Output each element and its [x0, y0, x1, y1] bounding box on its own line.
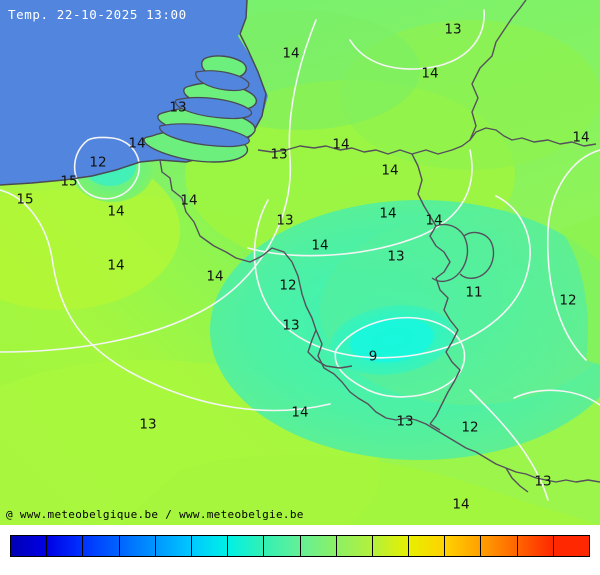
temperature-label: 15 [16, 191, 34, 208]
temperature-colorbar[interactable] [10, 535, 590, 557]
temperature-label: 14 [206, 268, 224, 285]
temperature-label: 14 [452, 496, 470, 513]
map-title: Temp. 22-10-2025 13:00 [8, 7, 187, 22]
temperature-label: 14 [107, 203, 125, 220]
temperature-label: 14 [425, 212, 443, 229]
colorbar-segment [481, 536, 518, 556]
temperature-label: 13 [139, 416, 157, 433]
map-graphic [0, 0, 600, 525]
temperature-label: 15 [60, 173, 78, 190]
colorbar-segment [553, 536, 589, 556]
temperature-label: 14 [332, 136, 350, 153]
temperature-label: 14 [107, 257, 125, 274]
temperature-label: 12 [279, 277, 297, 294]
delta-waterways [159, 70, 253, 148]
temperature-label: 12 [559, 292, 577, 309]
temperature-label: 14 [291, 404, 309, 421]
temperature-label: 13 [396, 413, 414, 430]
temperature-label: 13 [534, 473, 552, 490]
temperature-label: 14 [572, 129, 590, 146]
temperature-label: 13 [282, 317, 300, 334]
colorbar-segment [445, 536, 482, 556]
temperature-label: 13 [276, 212, 294, 229]
colorbar-segment [228, 536, 265, 556]
temperature-label: 14 [282, 45, 300, 62]
temperature-label: 14 [381, 162, 399, 179]
temperature-label: 14 [128, 135, 146, 152]
colorbar-segment [336, 536, 373, 556]
colorbar-segment [191, 536, 229, 556]
temperature-label: 13 [270, 146, 288, 163]
colorbar-segment [11, 536, 48, 556]
temperature-label: 13 [444, 21, 462, 38]
temperature-label: 14 [421, 65, 439, 82]
colorbar-segment [300, 536, 337, 556]
temperature-label: 11 [465, 284, 483, 301]
colorbar-segment [47, 536, 84, 556]
temperature-label: 13 [387, 248, 405, 265]
credit-text: @ www.meteobelgique.be / www.meteobelgie… [6, 508, 304, 521]
temperature-label: 9 [368, 348, 378, 365]
isotherm-contours [0, 9, 600, 501]
temperature-label: 13 [169, 99, 187, 116]
colorbar-segment [119, 536, 156, 556]
temperature-label: 14 [379, 205, 397, 222]
national-borders [159, 0, 600, 493]
temperature-label: 14 [180, 192, 198, 209]
colorbar-segment [372, 536, 410, 556]
colorbar-segment [155, 536, 192, 556]
colorbar-segment [517, 536, 554, 556]
temperature-map[interactable]: Temp. 22-10-2025 13:00 @ www.meteobelgiq… [0, 0, 600, 525]
temperature-label: 14 [311, 237, 329, 254]
temperature-label: 12 [461, 419, 479, 436]
temperature-label: 12 [89, 154, 107, 171]
colorbar-segment [264, 536, 301, 556]
colorbar-panel [0, 525, 600, 575]
colorbar-segment [83, 536, 120, 556]
colorbar-segment [409, 536, 446, 556]
